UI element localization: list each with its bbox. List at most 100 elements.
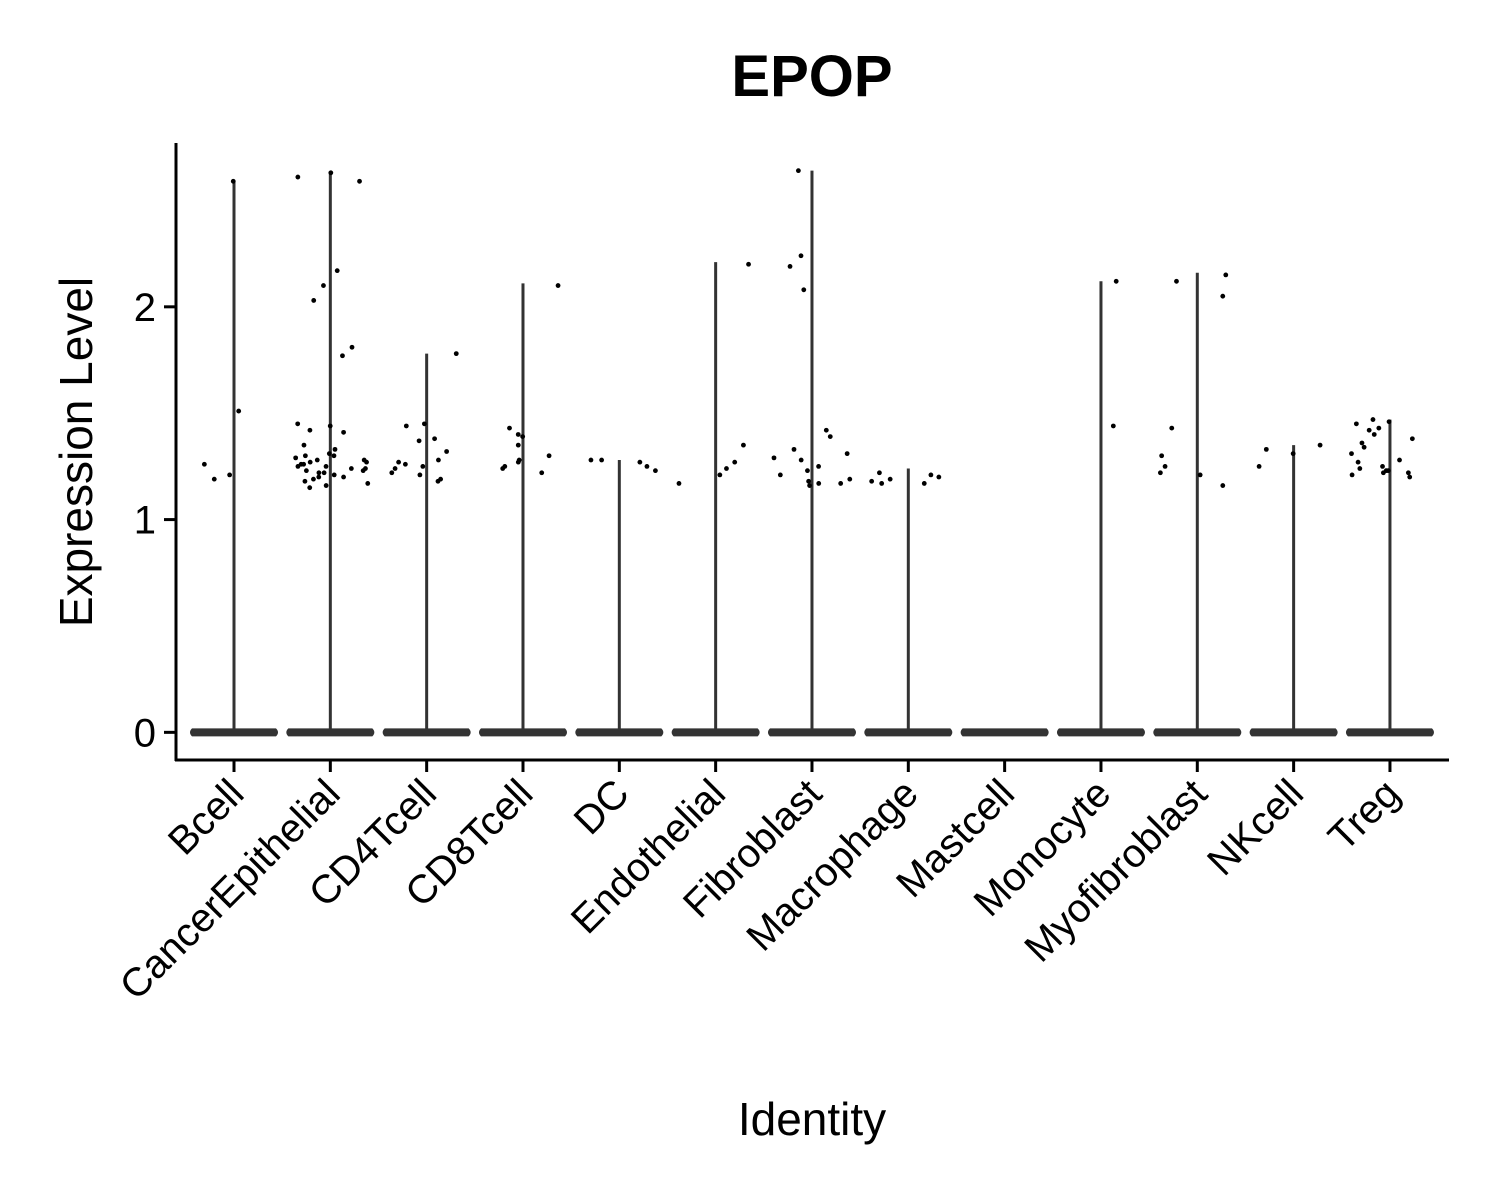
violin bbox=[960, 728, 1049, 737]
point bbox=[746, 261, 751, 267]
x-tick-label: NKcell bbox=[1199, 771, 1312, 884]
point bbox=[798, 457, 804, 463]
point bbox=[357, 178, 362, 184]
violin bbox=[767, 170, 856, 737]
point bbox=[1359, 440, 1365, 446]
point bbox=[717, 472, 723, 478]
point bbox=[396, 459, 402, 465]
point bbox=[1110, 423, 1116, 429]
violin bbox=[478, 283, 567, 737]
point bbox=[340, 353, 345, 359]
violin bbox=[382, 353, 471, 737]
point bbox=[331, 472, 337, 478]
point bbox=[1263, 446, 1269, 452]
x-axis-label: Identity bbox=[738, 1093, 886, 1145]
point bbox=[1317, 442, 1323, 448]
point bbox=[303, 468, 309, 474]
point bbox=[936, 474, 942, 480]
point bbox=[1169, 425, 1175, 431]
point bbox=[436, 457, 441, 463]
point bbox=[644, 463, 650, 469]
point bbox=[364, 459, 369, 465]
point bbox=[847, 476, 853, 482]
point bbox=[295, 463, 301, 469]
point bbox=[316, 474, 322, 480]
violin bbox=[1056, 281, 1145, 737]
point bbox=[422, 421, 427, 427]
point bbox=[201, 461, 207, 467]
point bbox=[444, 449, 450, 454]
point bbox=[637, 459, 643, 465]
point bbox=[515, 432, 521, 437]
point bbox=[816, 481, 822, 486]
point bbox=[1355, 459, 1361, 465]
point bbox=[341, 474, 346, 480]
point bbox=[307, 427, 313, 433]
point bbox=[1220, 483, 1226, 488]
point bbox=[293, 455, 299, 461]
point bbox=[771, 455, 777, 461]
point bbox=[887, 476, 893, 482]
point bbox=[879, 481, 885, 486]
point bbox=[321, 470, 327, 476]
point bbox=[328, 170, 334, 176]
point bbox=[211, 476, 217, 482]
point bbox=[326, 451, 332, 457]
point bbox=[360, 468, 366, 474]
point bbox=[295, 174, 301, 180]
point bbox=[921, 481, 927, 486]
violin bbox=[1249, 445, 1338, 737]
point bbox=[1405, 470, 1411, 476]
y-tick-label: 1 bbox=[134, 499, 156, 543]
point bbox=[507, 425, 512, 431]
point bbox=[301, 461, 307, 467]
point bbox=[1366, 427, 1372, 433]
point bbox=[787, 264, 793, 269]
point bbox=[1370, 417, 1376, 422]
point bbox=[389, 470, 395, 476]
y-tick-label: 2 bbox=[134, 286, 156, 330]
point bbox=[869, 478, 875, 484]
point bbox=[844, 451, 850, 457]
point bbox=[432, 436, 437, 442]
point bbox=[1256, 463, 1262, 469]
point bbox=[807, 483, 812, 488]
point bbox=[928, 472, 934, 478]
point bbox=[327, 423, 333, 429]
point bbox=[403, 423, 409, 429]
point bbox=[1113, 278, 1119, 284]
point bbox=[877, 470, 882, 476]
point bbox=[1357, 466, 1363, 471]
point bbox=[420, 463, 426, 469]
point bbox=[348, 466, 354, 471]
point bbox=[323, 463, 329, 469]
point bbox=[515, 459, 521, 465]
x-tick-label: DC bbox=[566, 771, 638, 843]
x-tick-label: Treg bbox=[1320, 771, 1408, 859]
point bbox=[302, 453, 308, 459]
point bbox=[816, 463, 821, 469]
point bbox=[599, 457, 605, 463]
point bbox=[341, 429, 346, 435]
point bbox=[1407, 474, 1413, 480]
violin bbox=[864, 468, 953, 737]
point bbox=[555, 283, 561, 288]
chart-title: EPOP bbox=[731, 44, 892, 109]
point bbox=[314, 457, 320, 463]
point bbox=[1383, 468, 1389, 474]
point bbox=[724, 466, 729, 471]
point bbox=[806, 478, 812, 484]
point bbox=[539, 470, 545, 476]
point bbox=[1174, 278, 1179, 284]
point bbox=[1371, 432, 1377, 437]
point bbox=[435, 478, 441, 484]
point bbox=[500, 466, 506, 471]
point bbox=[1290, 451, 1296, 457]
violin bbox=[1345, 419, 1434, 737]
y-tick-label: 0 bbox=[134, 711, 156, 755]
point bbox=[1409, 436, 1415, 442]
point bbox=[349, 344, 355, 350]
y-axis-label: Expression Level bbox=[50, 277, 102, 627]
point bbox=[1349, 451, 1354, 457]
point bbox=[1361, 444, 1367, 450]
